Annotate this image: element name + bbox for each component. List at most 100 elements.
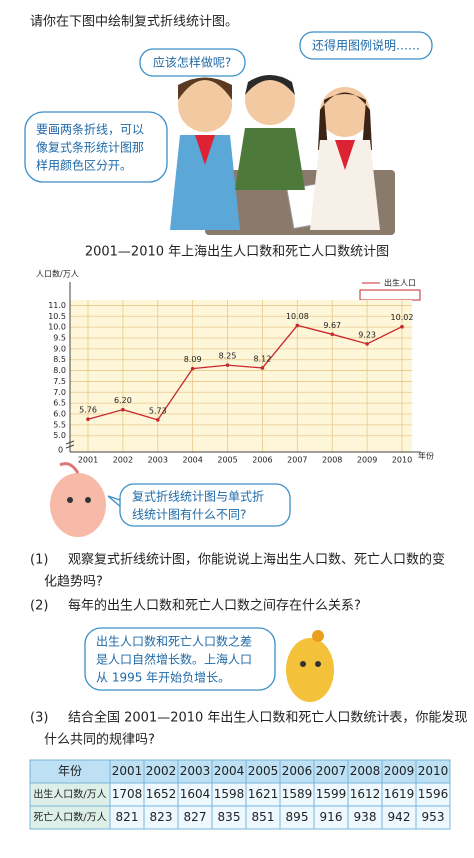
axis-break bbox=[65, 440, 75, 449]
y-tick-label: 9.5 bbox=[53, 334, 66, 343]
bubble-text: 是人口自然增长数。上海人口 bbox=[96, 652, 252, 667]
data-point bbox=[365, 342, 369, 346]
table-header: 2002 bbox=[146, 764, 177, 778]
x-axis-label: 年份 bbox=[418, 451, 434, 461]
x-tick-label: 2003 bbox=[148, 456, 168, 465]
data-label: 10.02 bbox=[391, 313, 414, 322]
data-point bbox=[121, 407, 125, 412]
chart-title: 2001—2010 年上海出生人口数和死亡人口数统计图 bbox=[85, 245, 389, 260]
table-cell-text: 1604 bbox=[180, 787, 211, 801]
table-cell-text: 死亡人口数/万人 bbox=[33, 811, 106, 824]
table-header: 2009 bbox=[384, 764, 415, 778]
x-tick-label: 2002 bbox=[113, 456, 133, 465]
bubble-text: 出生人口数和死亡人口数之差 bbox=[96, 634, 252, 649]
question-text: 每年的出生人口数和死亡人口数之间存在什么关系? bbox=[68, 598, 361, 614]
x-tick-label: 2007 bbox=[287, 456, 307, 465]
table-cell-text: 835 bbox=[218, 810, 241, 824]
table-cell-text: 942 bbox=[388, 810, 411, 824]
table-header: 2007 bbox=[316, 764, 347, 778]
table-cell-text: 出生人口数/万人 bbox=[33, 788, 106, 801]
table-header: 2004 bbox=[214, 764, 245, 778]
x-tick-label: 2001 bbox=[78, 456, 98, 465]
data-point bbox=[190, 366, 195, 371]
x-tick-label: 2009 bbox=[357, 456, 377, 465]
data-point bbox=[295, 323, 300, 328]
table-cell-text: 1598 bbox=[214, 787, 245, 801]
y-tick-label: 6.5 bbox=[53, 399, 66, 408]
bubble-text: 应该怎样做呢? bbox=[153, 55, 231, 70]
data-label: 8.09 bbox=[184, 355, 202, 364]
data-point bbox=[155, 418, 160, 422]
table-cell-text: 895 bbox=[286, 810, 309, 824]
x-tick-label: 2010 bbox=[392, 456, 412, 465]
data-point bbox=[400, 324, 404, 329]
table-header: 2003 bbox=[180, 764, 211, 778]
y-tick-label: 7.5 bbox=[53, 377, 66, 386]
y-tick-label: 11.0 bbox=[48, 301, 66, 310]
kids-illustration bbox=[170, 75, 395, 235]
data-label: 6.20 bbox=[114, 396, 132, 405]
question-number: (3) bbox=[30, 711, 48, 726]
table-header: 2005 bbox=[248, 764, 279, 778]
bubble-text: 线统计图有什么不同? bbox=[132, 508, 246, 522]
data-label: 5.73 bbox=[149, 406, 167, 415]
table-cell-text: 851 bbox=[252, 810, 275, 824]
bubble bbox=[139, 48, 246, 77]
x-tick-label: 2005 bbox=[217, 456, 237, 465]
data-point bbox=[330, 332, 335, 337]
data-point bbox=[260, 366, 265, 370]
table-cell-text: 1619 bbox=[384, 787, 415, 801]
table-cell-text: 1652 bbox=[146, 787, 177, 801]
question-number: (1) bbox=[30, 553, 48, 568]
table-cell-text: 1599 bbox=[316, 787, 347, 801]
y-tick-label: 5.5 bbox=[53, 420, 66, 429]
table-header: 2006 bbox=[282, 764, 313, 778]
table-header: 2008 bbox=[350, 764, 381, 778]
data-label: 8.25 bbox=[219, 352, 237, 361]
y-tick-label: 10.5 bbox=[48, 312, 66, 321]
bubble bbox=[299, 31, 433, 60]
table-cell-text: 827 bbox=[184, 810, 207, 824]
legend-empty-box bbox=[359, 289, 421, 301]
table-header: 2010 bbox=[418, 764, 449, 778]
table-cell bbox=[415, 805, 451, 830]
table-cell-text: 1612 bbox=[350, 787, 381, 801]
bubble-text: 样用颜色区分开。 bbox=[36, 158, 132, 173]
bubble bbox=[84, 627, 276, 691]
mascot bbox=[286, 630, 334, 702]
origin-label: 0 bbox=[58, 446, 63, 455]
table-cell-text: 916 bbox=[320, 810, 343, 824]
mascot bbox=[50, 462, 106, 537]
x-tick-label: 2004 bbox=[182, 456, 202, 465]
x-tick-label: 2006 bbox=[252, 456, 272, 465]
table-header: 年份 bbox=[58, 764, 82, 778]
table-cell-text: 1596 bbox=[418, 787, 449, 801]
question-text: 观察复式折线统计图，你能说说上海出生人口数、死亡人口数的变 bbox=[68, 552, 445, 568]
data-point bbox=[86, 417, 90, 422]
bubble-text: 从 1995 年开始负增长。 bbox=[96, 671, 230, 685]
table-cell-text: 1621 bbox=[248, 787, 279, 801]
question-text: 结合全国 2001—2010 年出生人口数和死亡人口数统计表，你能发现 bbox=[68, 710, 467, 726]
y-tick-label: 5.0 bbox=[53, 431, 66, 440]
legend-label: 出生人口 bbox=[384, 278, 416, 288]
y-axis-label: 人口数/万人 bbox=[36, 269, 79, 279]
plot-background bbox=[70, 300, 412, 452]
data-label: 9.67 bbox=[323, 321, 341, 330]
y-tick-label: 8.0 bbox=[53, 366, 66, 375]
question-number: (2) bbox=[30, 599, 48, 614]
y-tick-label: 10.0 bbox=[48, 323, 66, 332]
table-cell-text: 953 bbox=[422, 810, 445, 824]
data-label: 8.12 bbox=[254, 354, 272, 363]
bubble bbox=[24, 111, 168, 183]
bubble-text: 复式折线统计图与单式折 bbox=[132, 489, 264, 504]
y-tick-label: 7.0 bbox=[53, 388, 66, 397]
table-cell-text: 938 bbox=[354, 810, 377, 824]
question-text: 化趋势吗? bbox=[44, 574, 103, 590]
table-cell-text: 1708 bbox=[112, 787, 143, 801]
question-text: 什么共同的规律吗? bbox=[44, 732, 155, 748]
table-cell-text: 823 bbox=[150, 810, 173, 824]
bubble bbox=[119, 483, 291, 527]
data-label: 9.23 bbox=[358, 330, 376, 339]
data-line bbox=[87, 324, 403, 421]
